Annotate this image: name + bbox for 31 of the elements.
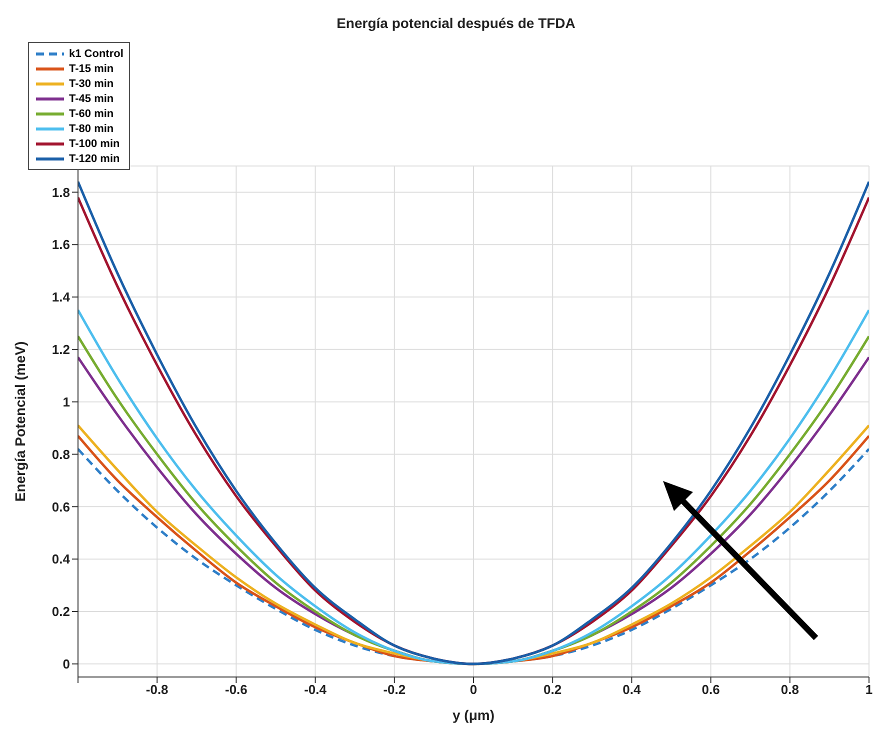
y-axis-title: Energía Potencial (meV) [12,341,28,502]
legend-label: T-15 min [69,62,114,74]
y-tick-label: 0.8 [52,446,70,462]
legend-label: T-120 min [69,152,120,164]
x-tick-label: 0.2 [544,682,562,698]
legend-label: T-45 min [69,92,114,104]
y-tick-label: 0.2 [52,604,70,620]
x-tick-label: -0.8 [146,682,168,698]
y-tick-label: 1 [62,394,70,410]
x-tick-label: 0.8 [780,682,799,698]
y-tick-label: 1.4 [52,290,71,305]
x-axis-title: y (μm) [452,707,495,723]
y-tick-label: 0.4 [52,552,71,567]
chart-title: Energía potencial después de TFDA [336,15,576,31]
x-tick-label: 0.4 [622,682,642,698]
y-tick-label: 1.6 [52,237,70,252]
y-tick-label: 1.8 [52,184,70,200]
x-tick-label: 1 [865,682,873,698]
x-tick-label: 0.6 [702,682,720,698]
x-tick-label: 0 [470,682,478,698]
x-tick-label: -0.6 [224,682,248,698]
y-tick-label: 0 [62,656,70,672]
y-tick-label: 0.6 [52,499,70,514]
x-tick-label: -0.4 [304,682,328,698]
x-tick-label: -0.2 [383,682,406,698]
legend-label: T-100 min [69,138,120,150]
legend-label: T-60 min [69,108,114,120]
legend-label: T-30 min [69,78,114,90]
legend-label: k1 Control [69,48,124,60]
y-tick-label: 1.2 [52,342,70,358]
legend-label: T-80 min [69,122,114,134]
